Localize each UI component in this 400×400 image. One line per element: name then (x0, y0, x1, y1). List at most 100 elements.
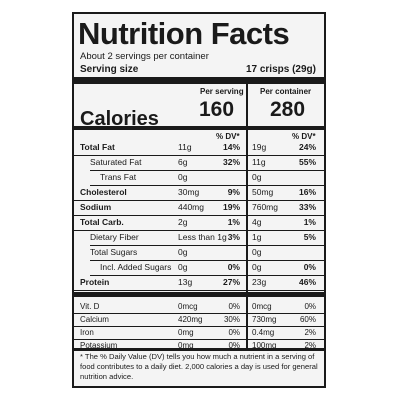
serving-dv: 0% (228, 341, 240, 350)
calories-per-container: 280 (270, 98, 306, 121)
serving-dv: 1% (227, 217, 240, 227)
serving-amount: 0g (178, 247, 188, 257)
row-divider (74, 200, 324, 201)
container-dv: 55% (298, 157, 316, 167)
vitamin-row: Iron 0mg 0% 0.4mg 2% (74, 328, 324, 341)
serving-size-value: 17 crisps (29g) (245, 64, 316, 75)
serving-dv: 14% (222, 142, 240, 152)
serving-dv: 3% (227, 232, 240, 242)
container-dv: 60% (299, 315, 316, 324)
nutrient-row: Cholesterol 30mg 9% 50mg 16% (74, 187, 324, 202)
vitamin-row: Potassium 0mg 0% 100mg 2% (74, 341, 324, 354)
serving-dv: 32% (222, 157, 240, 167)
nutrient-label: Protein (80, 277, 110, 287)
nutrient-row: Sodium 440mg 19% 760mg 33% (74, 202, 324, 217)
serving-amount: 0g (178, 262, 188, 272)
serving-amount: 420mg (178, 315, 203, 324)
container-dv: 33% (298, 202, 316, 212)
serving-dv: 0% (228, 302, 240, 311)
vitamin-label: Calcium (80, 315, 109, 324)
nutrient-label: Total Sugars (90, 247, 138, 257)
nutrient-row: Protein 13g 27% 23g 46% (74, 277, 324, 292)
container-amount: 760mg (252, 202, 278, 212)
nutrient-label: Total Carb. (80, 217, 124, 227)
serving-amount: 11g (178, 142, 192, 152)
serving-amount: Less than 1g (178, 232, 227, 242)
container-dv: 0% (303, 262, 316, 272)
container-amount: 100mg (252, 341, 277, 350)
serving-amount: 0mg (178, 328, 194, 337)
serving-amount: 13g (178, 277, 193, 287)
calories-label: Calories (80, 108, 159, 130)
footnote-divider (74, 348, 324, 351)
serving-dv: 19% (222, 202, 240, 212)
nutrient-row: Trans Fat 0g 0g (74, 172, 324, 187)
row-divider (90, 275, 324, 276)
nutrition-facts-panel: Nutrition Facts About 2 servings per con… (72, 12, 326, 388)
container-amount: 19g (252, 142, 267, 152)
row-divider (74, 230, 324, 231)
container-amount: 0g (252, 172, 262, 182)
vitamin-label: Vit. D (80, 302, 100, 311)
container-amount: 0g (252, 247, 262, 257)
container-amount: 0.4mg (252, 328, 275, 337)
container-amount: 11g (252, 157, 266, 167)
nutrient-row: Incl. Added Sugars 0g 0% 0g 0% (74, 262, 324, 277)
container-amount: 1g (252, 232, 262, 242)
vitamin-label: Potassium (80, 341, 118, 350)
serving-amount: 0mg (178, 341, 194, 350)
vitamin-row: Vit. D 0mcg 0% 0mcg 0% (74, 302, 324, 315)
nutrient-row: Total Sugars 0g 0g (74, 247, 324, 262)
nutrient-label: Saturated Fat (90, 157, 142, 167)
calories-per-serving: 160 (199, 98, 235, 121)
row-divider (74, 215, 324, 216)
medium-divider (74, 126, 324, 130)
serving-amount: 440mg (178, 202, 204, 212)
serving-amount: 0g (178, 172, 188, 182)
nutrient-label: Trans Fat (100, 172, 137, 182)
serving-dv: 9% (227, 187, 240, 197)
container-dv: 1% (303, 217, 316, 227)
vitamin-row: Calcium 420mg 30% 730mg 60% (74, 315, 324, 328)
thick-divider-lower (74, 292, 324, 297)
row-divider (74, 313, 324, 314)
serving-dv: 27% (222, 277, 240, 287)
nutrient-row: Saturated Fat 6g 32% 11g 55% (74, 157, 324, 172)
container-amount: 50mg (252, 187, 274, 197)
container-dv: 5% (303, 232, 316, 242)
container-dv: 16% (298, 187, 316, 197)
dv-header-container: % DV* (292, 132, 316, 141)
row-divider (90, 185, 324, 186)
container-dv: 0% (304, 302, 316, 311)
container-amount: 0g (252, 262, 262, 272)
container-amount: 730mg (252, 315, 277, 324)
container-dv: 2% (304, 328, 316, 337)
row-divider (74, 326, 324, 327)
servings-per-container: About 2 servings per container (80, 51, 209, 62)
row-divider (90, 170, 324, 171)
nutrient-row: Total Carb. 2g 1% 4g 1% (74, 217, 324, 232)
serving-dv: 0% (228, 328, 240, 337)
serving-dv: 30% (223, 315, 240, 324)
container-dv: 46% (298, 277, 316, 287)
nutrient-label: Total Fat (80, 142, 115, 152)
container-amount: 4g (252, 217, 262, 227)
thick-divider (74, 77, 324, 84)
vitamin-label: Iron (80, 328, 94, 337)
row-divider (74, 155, 324, 156)
serving-amount: 2g (178, 217, 188, 227)
footnote: * The % Daily Value (DV) tells you how m… (80, 352, 318, 381)
container-dv: 2% (304, 341, 316, 350)
serving-amount: 30mg (178, 187, 200, 197)
row-divider (74, 339, 324, 340)
container-amount: 0mcg (252, 302, 272, 311)
serving-amount: 6g (178, 157, 188, 167)
nutrient-label: Incl. Added Sugars (100, 262, 172, 272)
nutrient-label: Sodium (80, 202, 112, 212)
nutrient-row: Total Fat 11g 14% 19g 24% (74, 142, 324, 157)
container-amount: 23g (252, 277, 267, 287)
per-container-header: Per container (260, 87, 312, 96)
serving-amount: 0mcg (178, 302, 198, 311)
container-dv: 24% (298, 142, 316, 152)
row-divider (90, 245, 324, 246)
